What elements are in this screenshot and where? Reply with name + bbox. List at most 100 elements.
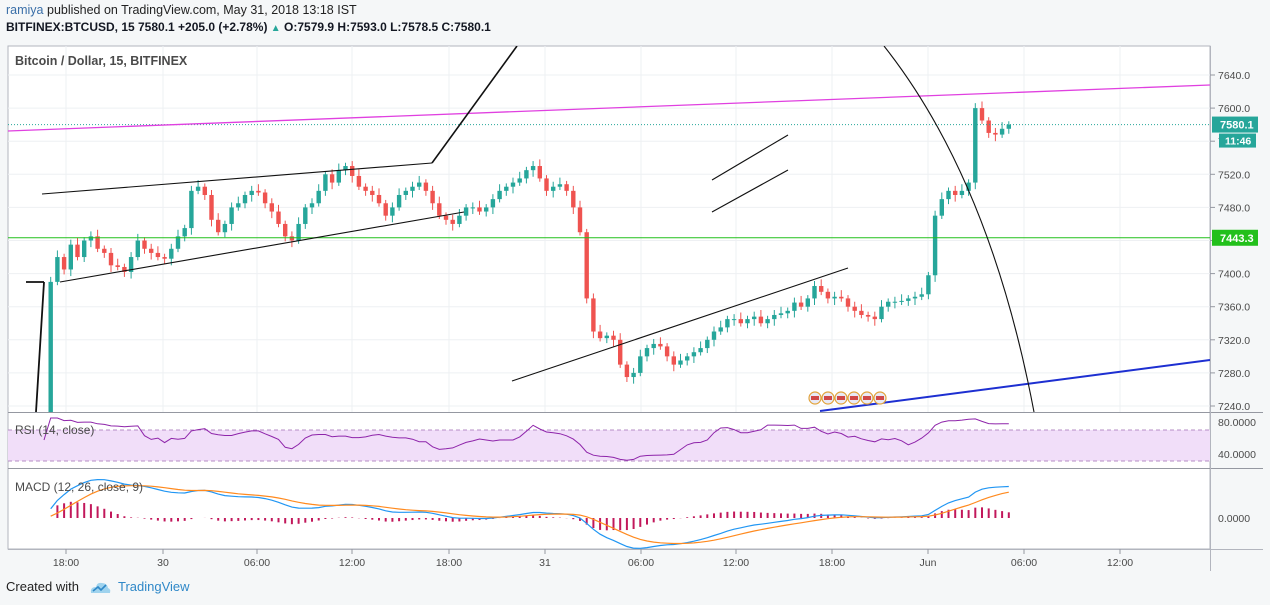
flag-lower-line (711, 169, 789, 213)
x-tick-label: 06:00 (1011, 557, 1037, 569)
candle (778, 313, 784, 315)
candle (551, 186, 556, 191)
plot-frame (7, 45, 1211, 550)
tradingview-brand-link[interactable]: TradingView (118, 579, 190, 594)
candle (718, 327, 723, 332)
candle (504, 186, 509, 191)
x-tick-label: 12:00 (339, 557, 365, 569)
candle (577, 207, 583, 233)
candle (75, 244, 80, 258)
rsi-tick-label: 40.0000 (1218, 449, 1256, 461)
created-with-text: Created with (6, 579, 79, 594)
y-tick-label: 7520.0 (1218, 169, 1250, 181)
candle (102, 248, 107, 253)
candle (236, 203, 241, 208)
candle (169, 248, 174, 259)
y-tick-label: 7480.0 (1218, 202, 1250, 214)
candle (316, 190, 321, 204)
candle (477, 207, 482, 212)
candle (437, 203, 442, 216)
candle (618, 339, 623, 365)
candle (423, 182, 429, 191)
candle (664, 346, 670, 357)
candle (283, 223, 288, 237)
symbol-line: BITFINEX:BTCUSD, 15 7580.1 +205.0 (+2.78… (6, 20, 491, 34)
x-tick-label: 18:00 (819, 557, 845, 569)
event-flag-icon-stripe (811, 396, 819, 400)
candle (919, 294, 924, 297)
up-arrow-icon: ▲ (270, 23, 281, 34)
price-tag-label: 7580.1 (1220, 120, 1254, 132)
candle (142, 240, 147, 249)
y-tick-label: 7600.0 (1218, 103, 1250, 115)
publisher-name[interactable]: ramiya (6, 3, 44, 17)
countdown-label: 11:46 (1225, 136, 1251, 148)
candle (383, 203, 388, 216)
candle (517, 178, 522, 183)
x-tick-label: 12:00 (723, 557, 749, 569)
candle (798, 302, 804, 307)
candle (463, 207, 469, 216)
candle (350, 166, 355, 176)
candle (55, 257, 60, 282)
candle (892, 301, 898, 303)
candle (792, 302, 797, 311)
candle (671, 356, 676, 365)
x-tick-label: 30 (157, 557, 169, 569)
candle (725, 319, 730, 328)
candle (986, 120, 991, 133)
candle (155, 252, 161, 258)
y-tick-label: 7280.0 (1218, 368, 1250, 380)
candle (417, 182, 422, 187)
candle (182, 228, 187, 237)
candle (122, 266, 127, 272)
candle (82, 240, 87, 258)
x-tick-label: 31 (539, 557, 551, 569)
candle (604, 335, 609, 339)
candle (457, 215, 462, 224)
candle (376, 194, 382, 204)
candle (966, 182, 971, 191)
event-flag-icon-stripe (850, 396, 858, 400)
candle (752, 316, 757, 320)
candle (624, 364, 630, 378)
candle (973, 108, 978, 183)
candle (410, 186, 415, 191)
rsi-pane (8, 417, 1210, 462)
candle (765, 319, 770, 324)
tradingview-logo-icon (90, 582, 110, 593)
candle (859, 310, 864, 315)
candle (758, 316, 764, 324)
symbol-quote: BITFINEX:BTCUSD, 15 7580.1 +205.0 (+2.78… (6, 20, 268, 34)
candle (886, 301, 891, 307)
candle (216, 219, 221, 233)
x-tick-label: 18:00 (436, 557, 462, 569)
chart-title: Bitcoin / Dollar, 15, BITFINEX (15, 54, 188, 68)
signal-line (50, 485, 1009, 545)
candle (812, 286, 817, 299)
price-tag (1212, 116, 1258, 133)
event-flag-icon-stripe (863, 396, 871, 400)
x-tick-label: 12:00 (1107, 557, 1133, 569)
candle (685, 356, 690, 361)
candle (785, 310, 790, 314)
candle (825, 291, 831, 299)
candle (363, 186, 368, 191)
y-tick-label: 7360.0 (1218, 302, 1250, 314)
candle (88, 236, 94, 241)
candle (336, 170, 341, 183)
candle (932, 215, 938, 276)
price-tag (1212, 229, 1258, 246)
candle (95, 236, 100, 249)
candle (262, 192, 268, 204)
candle (189, 190, 194, 229)
left-bracket-line (26, 281, 45, 412)
channel-upper-line (41, 162, 433, 195)
arc-curve (883, 46, 1035, 412)
candle (591, 298, 596, 332)
candle (484, 207, 489, 212)
candle (524, 170, 529, 179)
macd-line (50, 478, 1009, 549)
candle (309, 203, 315, 208)
